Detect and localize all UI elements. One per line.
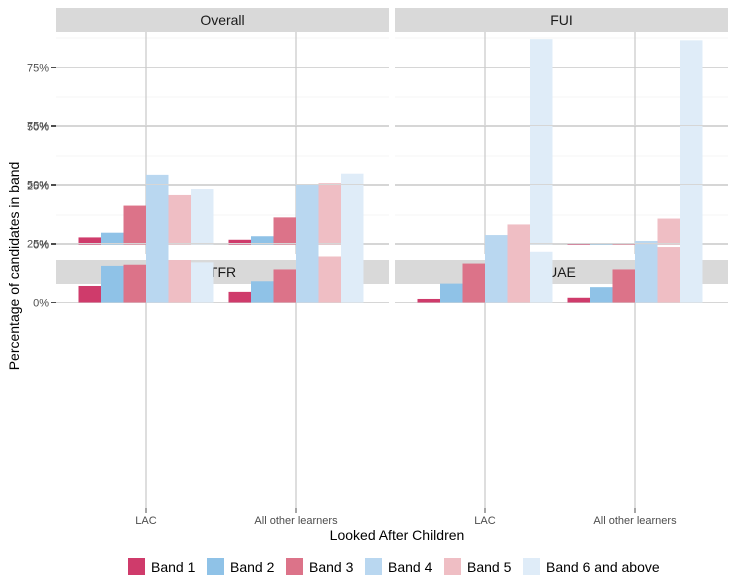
bar-all-other-learners-band-4	[296, 241, 319, 303]
bar-lac-band-4	[485, 235, 508, 245]
bar-lac-band-5	[507, 242, 530, 303]
x-axis-ticks: LAC All other learners LAC All other learne…	[135, 508, 677, 527]
legend-item-band-1: Band 1	[128, 558, 196, 575]
bar-lac-band-4	[146, 242, 169, 303]
legend-label: Band 5	[467, 559, 512, 575]
bar-lac-band-6	[530, 251, 553, 303]
bar-all-other-learners-band-5	[657, 247, 680, 303]
legend-swatch	[444, 558, 461, 575]
bar-lac-band-1	[78, 285, 101, 303]
panel-tfr: TFR	[56, 125, 389, 508]
y-tick-label: 75%	[27, 63, 49, 75]
legend-item-band-6: Band 6 and above	[523, 558, 660, 575]
bar-lac-band-5	[168, 260, 191, 303]
bar-all-other-learners-band-4	[635, 244, 658, 303]
y-tick-label: 25%	[27, 239, 49, 251]
bar-lac-band-1	[78, 237, 101, 245]
legend-swatch	[207, 558, 224, 575]
bar-all-other-learners-band-2	[251, 281, 274, 303]
legend-swatch	[523, 558, 540, 575]
bar-all-other-learners-band-3	[612, 269, 635, 303]
legend-swatch	[286, 558, 303, 575]
bar-all-other-learners-band-1	[567, 297, 590, 303]
bar-lac-band-5	[507, 224, 530, 245]
x-tick-label: All other learners	[593, 515, 677, 527]
legend-label: Band 4	[388, 559, 433, 575]
bar-all-other-learners-band-1	[228, 239, 251, 245]
bar-lac-band-4	[485, 242, 508, 303]
bar-all-other-learners-band-5	[657, 218, 680, 245]
panel-fui: FUI	[395, 8, 728, 254]
bar-all-other-learners-band-5	[318, 256, 341, 303]
bar-lac-band-4	[146, 174, 169, 245]
legend-label: Band 2	[230, 559, 275, 575]
y-tick-label: 0%	[33, 298, 49, 310]
bar-all-other-learners-band-2	[590, 243, 613, 245]
legend-swatch	[128, 558, 145, 575]
legend-item-band-4: Band 4	[365, 558, 433, 575]
bar-lac-band-3	[123, 205, 146, 245]
bar-lac-band-6	[191, 189, 214, 245]
panel-strip	[56, 8, 389, 32]
bar-all-other-learners-band-6	[341, 242, 364, 303]
bar-lac-band-3	[123, 264, 146, 303]
bar-lac-band-2	[440, 283, 463, 303]
legend-swatch	[365, 558, 382, 575]
bar-all-other-learners-band-1	[228, 291, 251, 303]
bar-lac-band-2	[101, 265, 124, 303]
panel-overall: Overall	[56, 8, 389, 254]
y-tick-label: 0%	[33, 240, 49, 252]
y-tick-label: 50%	[27, 122, 49, 134]
legend-item-band-3: Band 3	[286, 558, 354, 575]
bar-lac-band-1	[417, 298, 440, 303]
legend-item-band-5: Band 5	[444, 558, 512, 575]
bar-lac-band-6	[530, 39, 553, 245]
legend-item-band-2: Band 2	[207, 558, 275, 575]
bar-all-other-learners-band-5	[318, 183, 341, 245]
legend-label: Band 6 and above	[546, 559, 660, 575]
bar-all-other-learners-band-4	[635, 240, 658, 245]
y-axis-title: Percentage of candidates in band	[6, 162, 22, 371]
bar-all-other-learners-band-6	[341, 173, 364, 245]
bar-all-other-learners-band-3	[273, 217, 296, 245]
x-tick-label: All other learners	[254, 515, 338, 527]
x-axis-title: Looked After Children	[330, 527, 465, 543]
bar-all-other-learners-band-2	[590, 287, 613, 303]
y-axis-ticks: 0%25%50%75%0%25%50%75%	[27, 63, 56, 310]
panel-title: TFR	[209, 264, 236, 280]
bar-lac-band-3	[462, 263, 485, 303]
bar-all-other-learners-band-6	[680, 234, 703, 303]
bar-lac-band-5	[168, 194, 191, 245]
legend: Band 1 Band 2 Band 3 Band 4 Band 5 Band 6 and…	[128, 558, 660, 575]
bar-all-other-learners-band-4	[296, 184, 319, 245]
bar-all-other-learners-band-2	[251, 236, 274, 245]
panels: Overall FUI TFR UAE	[56, 8, 728, 508]
y-tick-label: 50%	[27, 180, 49, 192]
bar-all-other-learners-band-3	[273, 269, 296, 303]
panel-title: FUI	[550, 12, 573, 28]
legend-label: Band 1	[151, 559, 196, 575]
bar-all-other-learners-band-6	[680, 40, 703, 245]
y-tick-label: 75%	[27, 121, 49, 133]
panel-uae: UAE	[395, 125, 728, 508]
bar-lac-band-2	[101, 232, 124, 245]
y-tick-label: 25%	[27, 181, 49, 193]
bar-lac-band-6	[191, 262, 214, 303]
panel-title: Overall	[200, 12, 244, 28]
x-tick-label: LAC	[474, 515, 495, 527]
legend-label: Band 3	[309, 559, 354, 575]
panel-title: UAE	[547, 264, 576, 280]
panel-strip	[395, 8, 728, 32]
x-tick-label: LAC	[135, 515, 156, 527]
